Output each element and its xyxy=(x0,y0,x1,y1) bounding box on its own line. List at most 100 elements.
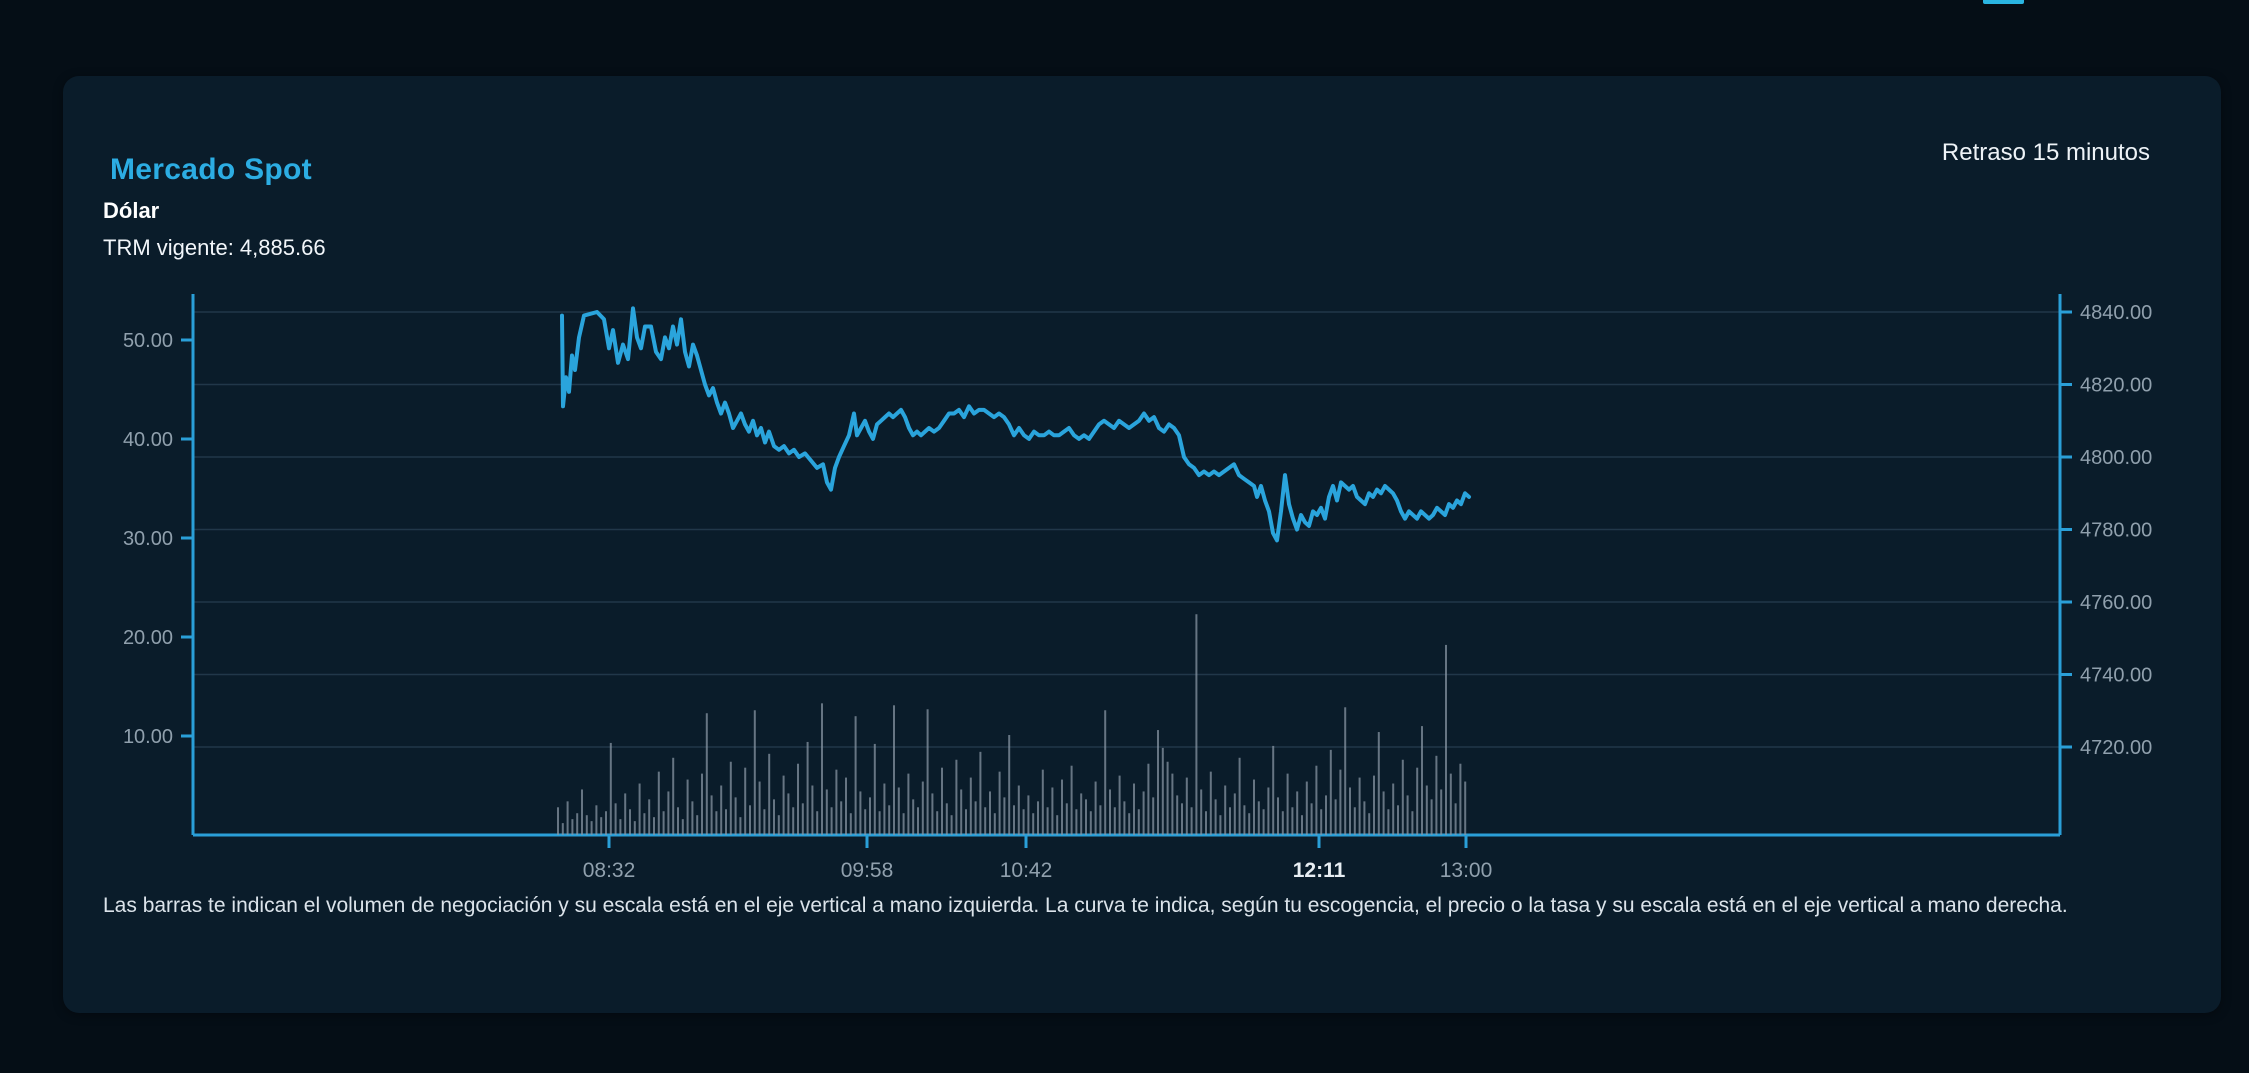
volume-bar xyxy=(869,797,871,835)
volume-bar xyxy=(984,807,987,835)
volume-bar xyxy=(557,807,559,835)
volume-bar xyxy=(1080,793,1083,835)
volume-bar xyxy=(576,813,579,835)
volume-bar xyxy=(1392,783,1395,835)
volume-bar xyxy=(777,815,780,835)
volume-bar xyxy=(571,819,574,835)
volume-bar xyxy=(945,803,948,835)
volume-bar xyxy=(720,785,723,835)
volume-bar xyxy=(1425,785,1428,835)
volume-bar xyxy=(1075,809,1078,835)
volume-bar xyxy=(1008,735,1011,835)
volume-bar xyxy=(1041,769,1044,835)
volume-bar xyxy=(638,783,641,835)
volume-bar xyxy=(1099,805,1102,835)
right-axis-tick-label: 4840.00 xyxy=(2080,302,2152,324)
volume-bar xyxy=(1329,749,1332,835)
volume-bar xyxy=(686,779,689,835)
volume-bar xyxy=(1397,805,1399,835)
volume-bar xyxy=(1195,614,1198,835)
volume-bar xyxy=(955,759,958,835)
volume-bar xyxy=(1262,809,1265,835)
volume-bar xyxy=(1085,799,1087,835)
x-axis-tick-label: 09:58 xyxy=(841,859,894,882)
left-axis-tick-label: 10.00 xyxy=(123,726,173,748)
volume-bar xyxy=(1238,757,1241,835)
volume-bar xyxy=(1445,644,1447,835)
volume-bar xyxy=(1128,813,1131,835)
volume-bar xyxy=(936,811,939,835)
volume-bar xyxy=(1277,797,1279,835)
volume-bar xyxy=(677,807,679,835)
volume-bar xyxy=(1325,795,1327,835)
volume-bar xyxy=(825,789,828,835)
volume-bar xyxy=(758,781,761,835)
volume-bar xyxy=(1339,769,1342,835)
volume-bar xyxy=(600,817,603,835)
volume-bar xyxy=(1253,779,1255,835)
page-title: Mercado Spot xyxy=(110,153,312,187)
volume-bar xyxy=(835,769,838,835)
right-axis-tick-label: 4800.00 xyxy=(2080,447,2152,469)
volume-bar xyxy=(941,767,943,835)
volume-bar xyxy=(873,743,876,835)
volume-bar xyxy=(792,807,795,835)
volume-bar xyxy=(1176,795,1179,835)
volume-bar xyxy=(1161,747,1164,835)
volume-bar xyxy=(1185,777,1188,835)
volume-bar xyxy=(609,742,612,835)
trm-value: TRM vigente: 4,885.66 xyxy=(103,235,326,260)
right-axis-tick-label: 4740.00 xyxy=(2080,665,2152,687)
volume-bar xyxy=(1056,815,1059,835)
volume-bar xyxy=(787,793,790,835)
volume-bar xyxy=(1257,801,1260,835)
volume-bar xyxy=(1305,781,1308,835)
volume-bar xyxy=(657,771,660,835)
volume-bar xyxy=(1344,707,1347,835)
volume-bar xyxy=(1387,809,1390,835)
volume-bar xyxy=(648,799,651,835)
volume-bar xyxy=(662,811,665,835)
volume-bar xyxy=(811,785,814,835)
volume-bar xyxy=(734,797,737,835)
delay-note: Retraso 15 minutos xyxy=(1941,139,2150,166)
volume-bar xyxy=(1224,785,1227,835)
volume-bar xyxy=(715,811,718,835)
volume-bar xyxy=(585,815,588,835)
volume-bar xyxy=(1142,791,1145,835)
volume-bar xyxy=(1037,801,1039,835)
volume-bar xyxy=(1454,803,1457,835)
volume-bar xyxy=(883,783,886,835)
volume-bar xyxy=(864,809,867,835)
volume-bar xyxy=(1416,767,1419,835)
volume-bar xyxy=(605,811,607,835)
volume-bar xyxy=(821,703,823,835)
volume-bar xyxy=(1113,807,1116,835)
volume-bar xyxy=(744,767,747,835)
volume-bar xyxy=(566,801,569,835)
volume-bar xyxy=(816,811,819,835)
volume-bar xyxy=(1368,813,1371,835)
chart-footnote: Las barras te indican el volumen de nego… xyxy=(103,894,2068,917)
volume-bar xyxy=(1286,773,1289,835)
volume-bar xyxy=(1406,795,1409,835)
volume-bar xyxy=(782,775,785,835)
volume-bar xyxy=(1401,759,1404,835)
volume-bar xyxy=(1296,791,1299,835)
volume-bar xyxy=(1118,775,1121,835)
volume-bar xyxy=(1017,785,1020,835)
volume-bar xyxy=(595,805,598,835)
volume-bar xyxy=(1032,813,1035,835)
volume-bar xyxy=(1152,797,1155,835)
volume-bar xyxy=(1209,771,1212,835)
volume-bar xyxy=(1166,761,1169,835)
volume-bar xyxy=(926,709,929,835)
volume-bar xyxy=(729,761,732,835)
volume-bar xyxy=(931,793,934,835)
volume-bar xyxy=(763,809,766,835)
volume-bar xyxy=(691,801,694,835)
volume-bar xyxy=(1003,797,1006,835)
x-axis-tick-label: 10:42 xyxy=(1000,859,1053,882)
volume-bar xyxy=(1109,789,1111,835)
